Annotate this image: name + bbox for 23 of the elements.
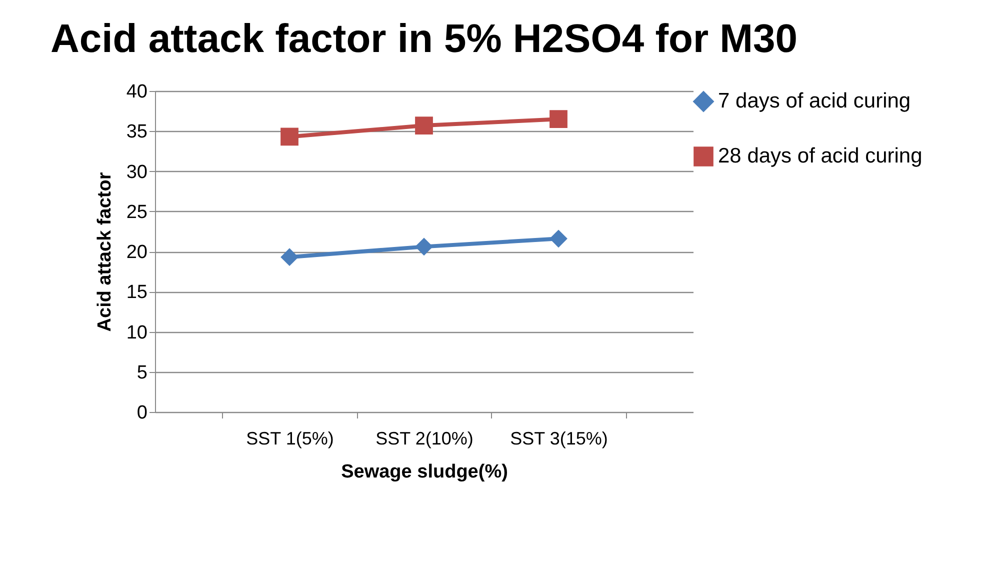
point	[280, 128, 298, 146]
point	[550, 230, 568, 248]
y-tick-label: 40	[126, 82, 148, 102]
legend-label: 7 days of acid curing	[718, 90, 911, 112]
y-tick-label: 10	[126, 322, 148, 344]
y-tick-label: 5	[136, 362, 148, 384]
y-tick-label: 20	[126, 242, 148, 263]
y-tick-label: 0	[136, 402, 148, 424]
x-axis-title: Sewage sludge(%)	[341, 462, 508, 482]
legend-label: 28 days of acid curing	[718, 144, 922, 168]
x-tick-label: SST 3(15%)	[510, 428, 608, 448]
y-axis-title: Acid attack factor	[94, 172, 116, 332]
y-tick-label: 30	[126, 162, 148, 183]
y-tick-label: 35	[126, 122, 148, 143]
y-tick-label: 25	[126, 202, 148, 223]
chart-title: Acid attack factor in 5% H2SO4 for M30	[50, 17, 798, 61]
point	[415, 116, 433, 134]
x-tick-label: SST 2(10%)	[376, 428, 474, 448]
point	[280, 248, 298, 266]
y-tick-label: 15	[126, 282, 148, 304]
point	[415, 238, 433, 256]
point	[550, 110, 568, 128]
x-tick-label: SST 1(5%)	[246, 428, 334, 448]
